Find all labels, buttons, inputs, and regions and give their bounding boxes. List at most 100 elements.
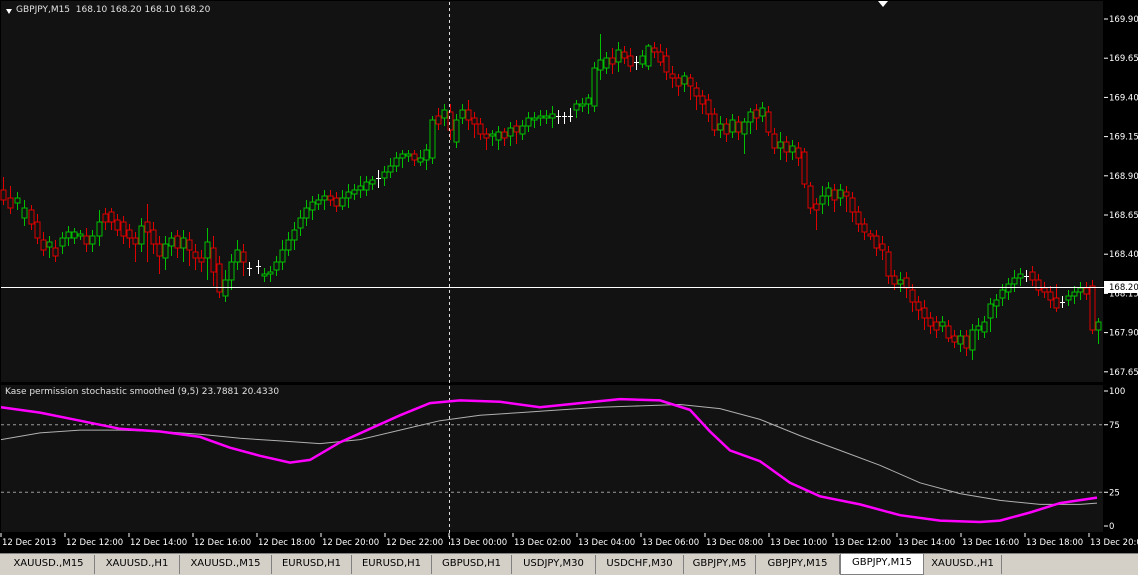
- chart-tab[interactable]: XAUUSD.,H1: [924, 555, 1002, 574]
- candle-body: [204, 241, 211, 259]
- bull-candle: [1065, 290, 1072, 306]
- candle-body: [65, 231, 72, 239]
- bear-candle: [861, 218, 868, 240]
- bear-candle: [333, 192, 340, 212]
- bear-candle: [477, 118, 484, 140]
- candle-body: [40, 239, 47, 251]
- candle-body: [741, 121, 748, 135]
- candle-body: [597, 59, 604, 71]
- bull-candle: [939, 316, 946, 332]
- time-axis-label: 12 Dec 18:00: [258, 538, 315, 548]
- bear-candle: [120, 216, 127, 244]
- bear-candle: [1029, 266, 1036, 286]
- candle-body: [621, 51, 628, 59]
- bull-candle: [423, 144, 430, 170]
- candle-body: [1077, 287, 1084, 293]
- candle-body: [21, 207, 28, 219]
- chart-shift-marker-icon[interactable]: [878, 1, 888, 7]
- chart-tab[interactable]: GBPJPY,M5: [684, 555, 756, 574]
- candle-body: [651, 47, 658, 53]
- chart-tab[interactable]: USDCHF,M30: [596, 555, 684, 574]
- candle-body: [459, 109, 466, 119]
- candle-body: [321, 195, 328, 201]
- main-line: [0, 397, 1098, 524]
- chart-tab[interactable]: EURUSD,H1: [352, 555, 432, 574]
- bear-candle: [687, 74, 694, 100]
- chart-tab[interactable]: GBPJPY,M15: [756, 555, 840, 574]
- candle-body: [885, 251, 892, 277]
- bear-candle: [144, 204, 151, 262]
- candle-body: [753, 109, 760, 119]
- candle-body: [46, 241, 53, 248]
- indicator-pane[interactable]: Kase permission stochastic smoothed (9,5…: [1, 385, 1103, 532]
- candle-body: [543, 115, 550, 119]
- chart-tab[interactable]: XAUUSD.,M15: [3, 555, 95, 574]
- bear-candle: [807, 182, 814, 214]
- price-chart-pane[interactable]: GBPJPY,M15 168.10 168.20 168.10 168.20: [1, 1, 1103, 382]
- bull-candle: [681, 72, 688, 92]
- candle-body: [723, 123, 730, 135]
- bear-candle: [132, 232, 139, 262]
- candle-body: [945, 325, 952, 339]
- bear-candle: [885, 246, 892, 284]
- candle-body: [114, 219, 121, 231]
- bear-candle: [40, 232, 47, 256]
- candle-body: [1035, 279, 1042, 291]
- ohlc-values: 168.10 168.20 168.10 168.20: [75, 5, 211, 15]
- price-axis-label: 168.15: [1109, 289, 1138, 299]
- bear-candle: [909, 284, 916, 312]
- bull-candle: [59, 232, 66, 254]
- candle-body: [987, 303, 994, 319]
- bear-candle: [873, 230, 880, 256]
- chart-tab[interactable]: USDJPY,M30: [512, 555, 596, 574]
- bull-candle: [825, 182, 832, 206]
- bull-candle: [381, 166, 388, 186]
- chart-tab[interactable]: XAUUSD.,M15: [180, 555, 272, 574]
- candle-body: [627, 55, 634, 67]
- bear-candle: [501, 128, 508, 146]
- bear-candle: [126, 224, 133, 248]
- indicator-axis-label: 100: [1109, 387, 1125, 397]
- time-axis-label: 13 Dec 06:00: [642, 538, 699, 548]
- candle-body: [615, 49, 622, 63]
- chart-canvas[interactable]: 169.90 169.65 169.40 169.15 168.90 168.65 168.…: [0, 0, 1138, 553]
- candle-body: [279, 249, 286, 263]
- bull-candle: [603, 52, 610, 74]
- indicator-axis-label: 0: [1109, 522, 1114, 532]
- candle-body: [363, 181, 370, 191]
- candle-body: [927, 317, 934, 327]
- candle-body: [0, 189, 7, 201]
- candle-body: [801, 151, 808, 185]
- chart-menu-triangle-icon[interactable]: [6, 9, 12, 14]
- candle-body: [180, 237, 187, 249]
- bear-candle: [1035, 274, 1042, 296]
- bear-candle: [879, 236, 886, 260]
- chart-window[interactable]: GBPJPY,M15 168.10 168.20 168.10 168.20 K…: [0, 0, 1138, 553]
- candle-body: [357, 185, 364, 191]
- bear-candle: [7, 186, 14, 214]
- chart-tab[interactable]: XAUUSD.,H1: [95, 555, 180, 574]
- candle-body: [52, 247, 59, 257]
- candle-body: [429, 119, 436, 159]
- candle-body: [126, 229, 133, 239]
- bear-candle: [1089, 280, 1096, 334]
- candle-body: [1083, 287, 1090, 295]
- candle-body: [549, 113, 556, 119]
- bear-candle: [174, 230, 181, 258]
- bull-candle: [417, 150, 424, 166]
- chart-tab[interactable]: GBPJPY,M15: [840, 554, 924, 575]
- candle-body: [837, 189, 844, 199]
- doji-candle: [634, 56, 639, 70]
- candle-body: [7, 197, 14, 209]
- candle-body: [1017, 273, 1024, 279]
- candle-body: [369, 179, 376, 185]
- candle-body: [273, 261, 280, 271]
- candle-body: [903, 277, 910, 289]
- bull-candle: [543, 110, 550, 124]
- candle-body: [603, 57, 610, 69]
- bear-candle: [801, 148, 808, 188]
- candle-body: [729, 119, 736, 133]
- chart-tab[interactable]: EURUSD,H1: [272, 555, 352, 574]
- bear-candle: [621, 46, 628, 64]
- chart-tab[interactable]: GBPUSD,H1: [432, 555, 512, 574]
